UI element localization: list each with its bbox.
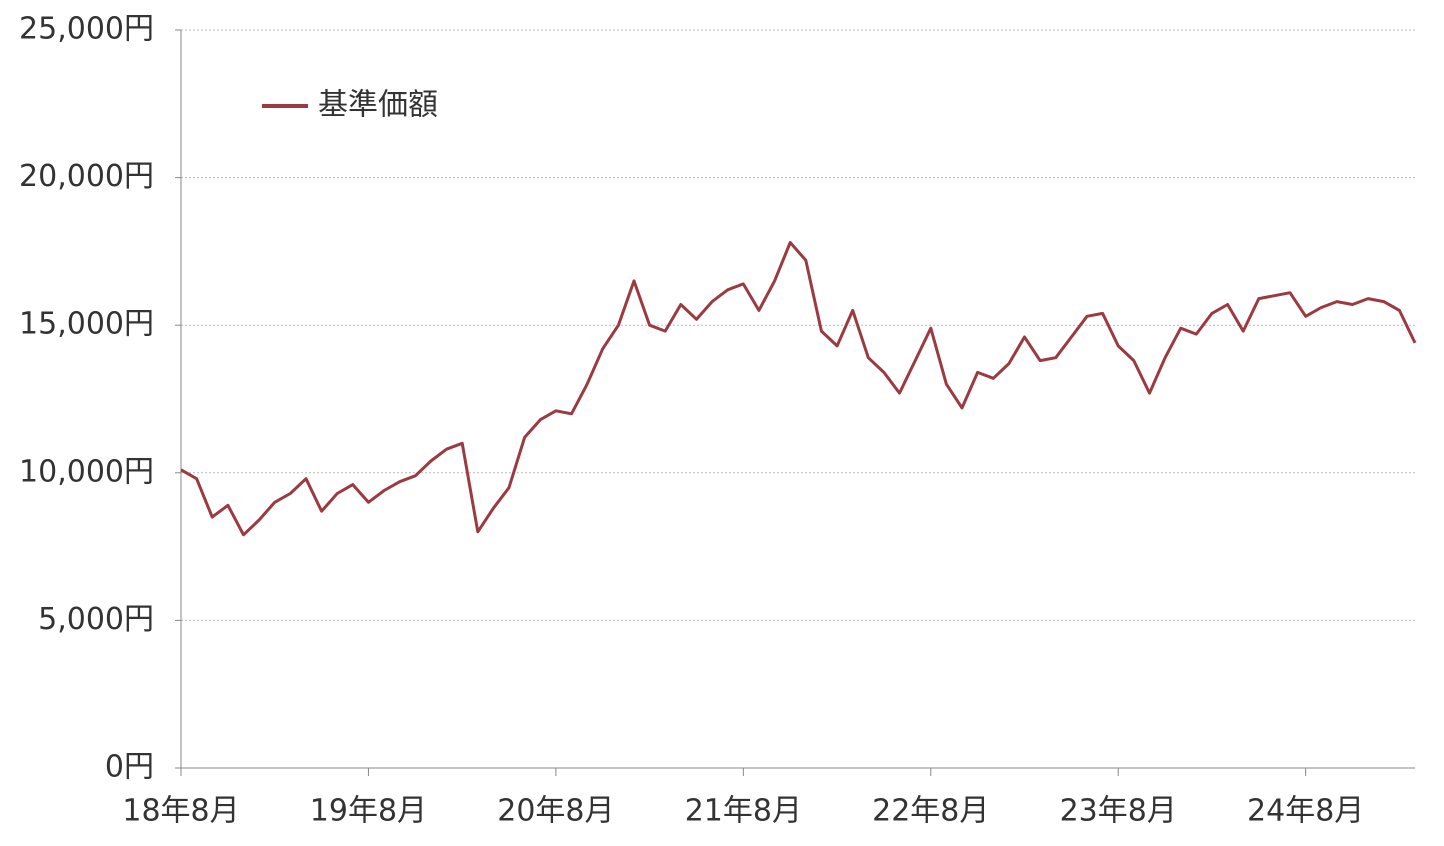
data-line bbox=[180, 241, 1417, 537]
x-tick-label: 24年8月 bbox=[1247, 794, 1364, 829]
x-tick-label: 20年8月 bbox=[497, 794, 614, 829]
y-tick-label: 15,000円 bbox=[19, 307, 154, 342]
x-tick-label: 18年8月 bbox=[122, 794, 239, 829]
x-tick-label: 22年8月 bbox=[872, 794, 989, 829]
x-tick-label: 21年8月 bbox=[685, 794, 802, 829]
y-tick-label: 0円 bbox=[105, 750, 154, 785]
y-tick-label: 10,000円 bbox=[19, 454, 154, 489]
y-tick-label: 20,000円 bbox=[19, 159, 154, 194]
y-tick-label: 25,000円 bbox=[19, 12, 154, 47]
x-tick-label: 23年8月 bbox=[1060, 794, 1177, 829]
y-tick-label: 5,000円 bbox=[38, 602, 154, 637]
x-tick-label: 19年8月 bbox=[310, 794, 427, 829]
legend-label: 基準価額 bbox=[318, 88, 438, 123]
